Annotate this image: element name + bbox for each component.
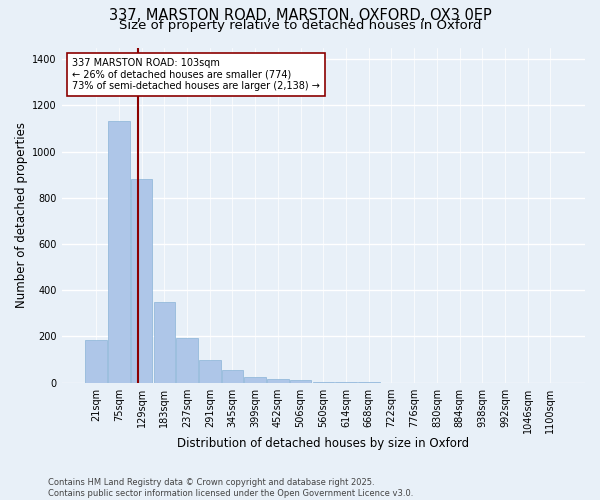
Bar [267, 380, 289, 382]
Bar [154, 302, 175, 382]
Text: 337 MARSTON ROAD: 103sqm
← 26% of detached houses are smaller (774)
73% of semi-: 337 MARSTON ROAD: 103sqm ← 26% of detach… [72, 58, 320, 91]
Bar [131, 180, 152, 382]
Text: 337, MARSTON ROAD, MARSTON, OXFORD, OX3 0EP: 337, MARSTON ROAD, MARSTON, OXFORD, OX3 … [109, 8, 491, 22]
Bar [222, 370, 243, 382]
Y-axis label: Number of detached properties: Number of detached properties [15, 122, 28, 308]
Bar [85, 340, 107, 382]
Bar [108, 122, 130, 382]
Bar [244, 377, 266, 382]
Text: Size of property relative to detached houses in Oxford: Size of property relative to detached ho… [119, 18, 481, 32]
Text: Contains HM Land Registry data © Crown copyright and database right 2025.
Contai: Contains HM Land Registry data © Crown c… [48, 478, 413, 498]
Bar [199, 360, 221, 382]
Bar [176, 338, 198, 382]
Bar [290, 380, 311, 382]
X-axis label: Distribution of detached houses by size in Oxford: Distribution of detached houses by size … [177, 437, 469, 450]
